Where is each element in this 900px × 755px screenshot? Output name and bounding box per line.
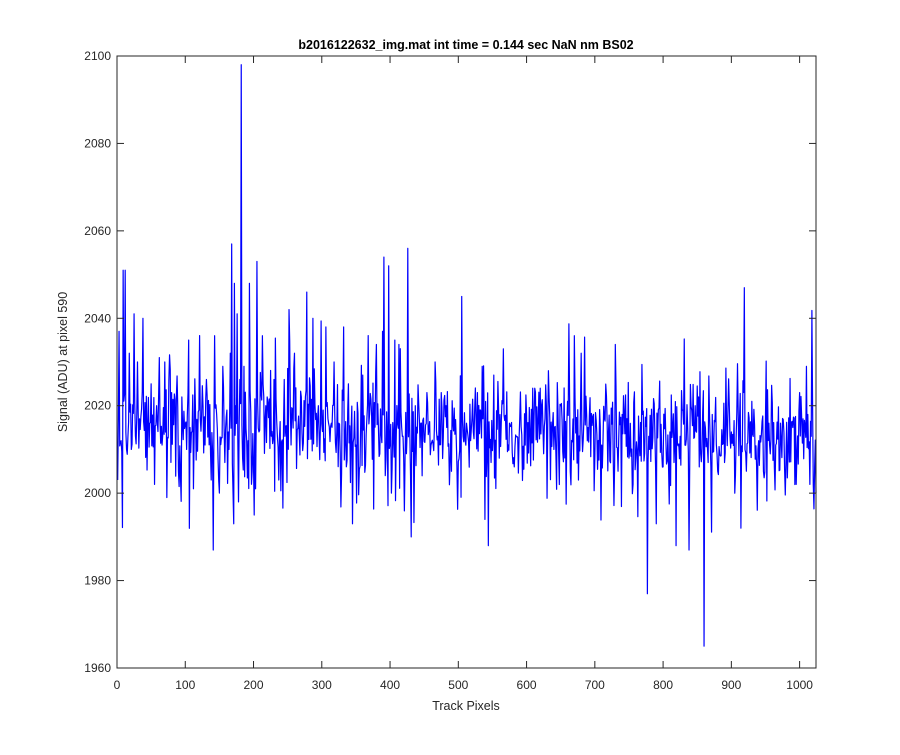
y-tick-label: 2020: [84, 399, 111, 413]
y-tick-label: 2060: [84, 224, 111, 238]
chart-title: b2016122632_img.mat int time = 0.144 sec…: [298, 38, 633, 52]
plot-area: [117, 56, 816, 668]
series-layer: [117, 64, 817, 647]
y-tick-label: 2000: [84, 486, 111, 500]
y-axis: 1960 1980 2000 2020 2040 2060 2080 2100: [84, 49, 816, 675]
x-tick-label: 100: [175, 678, 195, 692]
y-tick-label: 2080: [84, 136, 111, 150]
x-tick-label: 0: [114, 678, 121, 692]
x-tick-label: 900: [721, 678, 741, 692]
x-tick-label: 700: [585, 678, 605, 692]
axes-box: [116, 55, 817, 669]
x-tick-label: 1000: [786, 678, 813, 692]
x-tick-label: 200: [244, 678, 264, 692]
y-tick-label: 1980: [84, 574, 111, 588]
x-tick-label: 300: [312, 678, 332, 692]
x-tick-label: 600: [517, 678, 537, 692]
signal-series-line: [117, 64, 817, 647]
x-tick-label: 500: [448, 678, 468, 692]
x-tick-label: 400: [380, 678, 400, 692]
x-axis: 0 100 200 300 400 500 600 700 800 900 1000: [114, 56, 813, 692]
x-tick-label: 800: [653, 678, 673, 692]
x-axis-title: Track Pixels: [432, 699, 500, 713]
y-tick-label: 2100: [84, 49, 111, 63]
y-tick-label: 1960: [84, 661, 111, 675]
y-tick-label: 2040: [84, 311, 111, 325]
y-axis-title: Signal (ADU) at pixel 590: [56, 292, 70, 432]
